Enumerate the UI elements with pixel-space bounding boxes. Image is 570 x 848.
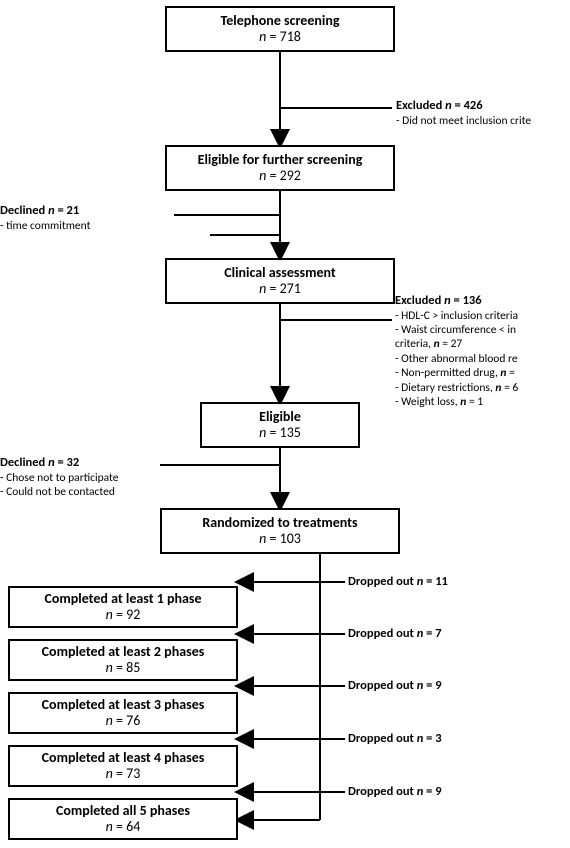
side-declined-1: Declined n = 21- time commitment <box>0 203 90 233</box>
node-telephone-screening: Telephone screening n = 718 <box>165 6 395 52</box>
node-completed-3: Completed at least 3 phases n = 76 <box>8 692 238 734</box>
node-completed-5: Completed all 5 phases n = 64 <box>8 798 238 840</box>
node-title: Telephone screening <box>221 13 340 29</box>
dropout-2: Dropped out n = 7 <box>348 626 442 642</box>
node-count: n = 718 <box>259 29 301 45</box>
side-excluded-1: Excluded n = 426- Did not meet inclusion… <box>396 98 531 128</box>
dropout-3: Dropped out n = 9 <box>348 678 442 694</box>
node-clinical-assessment: Clinical assessment n = 271 <box>165 258 395 304</box>
side-excluded-2: Excluded n = 136- HDL-C > inclusion crit… <box>395 293 518 409</box>
dropout-5: Dropped out n = 9 <box>348 784 442 800</box>
dropout-4: Dropped out n = 3 <box>348 731 442 747</box>
node-completed-1: Completed at least 1 phase n = 92 <box>8 586 238 628</box>
node-completed-2: Completed at least 2 phases n = 85 <box>8 639 238 681</box>
side-declined-2: Declined n = 32- Chose not to participat… <box>0 455 119 499</box>
node-randomized: Randomized to treatments n = 103 <box>160 508 400 554</box>
node-completed-4: Completed at least 4 phases n = 73 <box>8 745 238 787</box>
node-eligible-further-screening: Eligible for further screening n = 292 <box>165 145 395 191</box>
node-eligible: Eligible n = 135 <box>200 402 360 448</box>
dropout-1: Dropped out n = 11 <box>348 574 448 590</box>
